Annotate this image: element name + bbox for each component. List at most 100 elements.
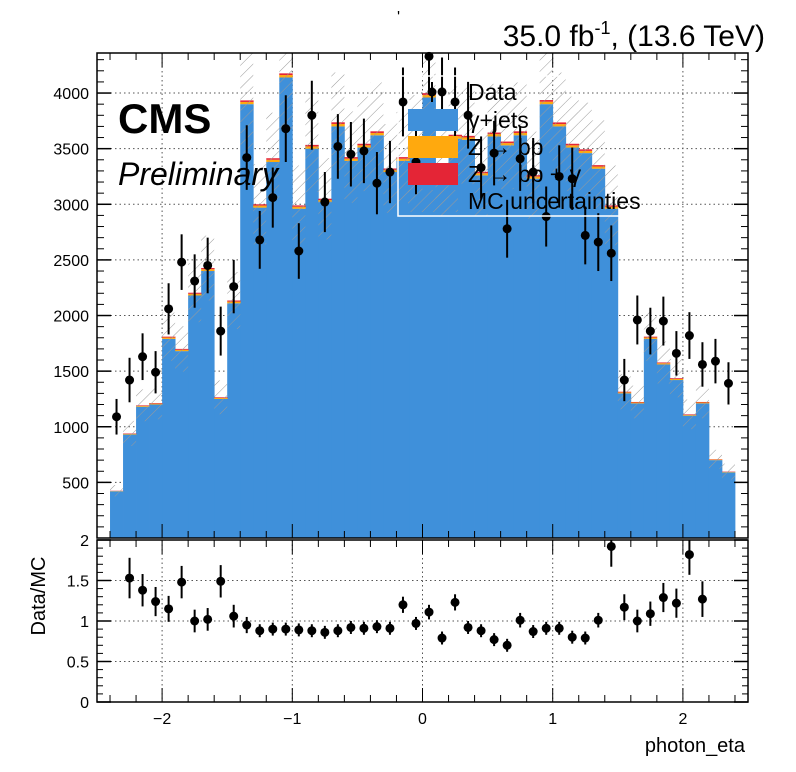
- ratio-point: [411, 618, 421, 628]
- ratio-point: [424, 607, 434, 617]
- data-point: [346, 149, 356, 159]
- ratio-point: [476, 626, 486, 636]
- ratio-point: [307, 626, 317, 636]
- data-point: [385, 167, 395, 177]
- bar-gamma-jets: [149, 404, 163, 538]
- mc-uncertainty-bin: [539, 53, 553, 153]
- mc-uncertainty-bin: [175, 326, 189, 372]
- main-ytick-label: 3000: [53, 197, 89, 214]
- main-ytick-label: 4000: [53, 86, 89, 103]
- mc-uncertainty-bin: [279, 53, 293, 130]
- bar-gamma-jets: [617, 393, 632, 538]
- main-ytick-label: 500: [62, 475, 89, 492]
- bar-gamma-jets: [266, 162, 280, 538]
- data-point: [567, 174, 577, 184]
- data-point: [320, 197, 330, 207]
- bar-gamma-jets: [721, 472, 736, 538]
- bar-gamma-jets: [656, 364, 671, 538]
- main-ytick-label: 1000: [53, 420, 89, 437]
- data-point: [528, 167, 538, 177]
- bar-gamma-jets: [175, 351, 189, 538]
- bar-gamma-jets: [474, 175, 488, 539]
- data-point: [463, 110, 473, 120]
- data-point: [489, 148, 499, 158]
- main-ytick-label: 2500: [53, 253, 89, 270]
- data-point: [632, 315, 642, 325]
- legend-marker: [427, 87, 437, 97]
- data-point: [138, 352, 148, 362]
- mc-uncertainty-bin: [149, 386, 163, 420]
- data-point: [593, 237, 603, 247]
- bar-gamma-jets: [435, 176, 449, 538]
- ratio-point: [645, 609, 655, 619]
- ratio-point: [294, 625, 304, 635]
- ratio-xtick-label: 0: [418, 711, 427, 728]
- legend-swatch: [408, 163, 458, 185]
- mc-uncertainty-bin: [370, 82, 384, 181]
- data-point: [580, 230, 590, 240]
- data-point: [255, 235, 265, 245]
- ratio-point: [554, 623, 564, 633]
- bar-gamma-jets: [318, 202, 332, 538]
- ratio-point: [242, 620, 252, 630]
- ratio-point: [658, 593, 668, 603]
- data-point: [450, 97, 460, 107]
- ratio-xtick-label: −1: [283, 711, 301, 728]
- ratio-point: [216, 576, 226, 586]
- main-ytick-label: 1500: [53, 364, 89, 381]
- mc-uncertainty-bin: [396, 111, 410, 203]
- ratio-point: [450, 597, 460, 607]
- data-point: [307, 110, 317, 120]
- data-point: [723, 378, 733, 388]
- ratio-point: [346, 622, 356, 632]
- data-point: [606, 248, 616, 258]
- data-point: [372, 178, 382, 188]
- bar-gamma-jets: [513, 135, 528, 538]
- bar-gamma-jets: [253, 207, 267, 538]
- data-point: [177, 257, 187, 267]
- data-point: [359, 146, 369, 156]
- legend-label: Data: [468, 79, 517, 105]
- ratio-point: [567, 632, 577, 642]
- ratio-point: [190, 616, 200, 626]
- ratio-xlabel: photon_eta: [645, 735, 746, 757]
- ratio-point: [320, 627, 330, 637]
- ratio-point: [593, 615, 603, 625]
- data-point: [229, 282, 239, 292]
- data-point: [125, 375, 135, 385]
- mc-uncertainty-bin: [630, 385, 644, 419]
- energy-label: , (13.6 TeV): [610, 20, 765, 53]
- data-point: [515, 154, 525, 164]
- bar-gamma-jets: [110, 491, 124, 538]
- cms-label: CMS: [118, 95, 211, 142]
- legend-label: γ+jets: [468, 107, 529, 133]
- ratio-point: [515, 615, 525, 625]
- mc-uncertainty-bin: [136, 389, 150, 422]
- main-ytick-label: 2000: [53, 309, 89, 326]
- bar-gamma-jets: [448, 138, 462, 538]
- bar-gamma-jets: [279, 77, 293, 539]
- ratio-point: [255, 626, 265, 636]
- data-point: [671, 348, 681, 358]
- ratio-point: [528, 627, 538, 637]
- bar-gamma-jets: [370, 135, 384, 538]
- mc-uncertainty-bin: [669, 358, 683, 398]
- ratio-ytick-label: 1.5: [67, 574, 89, 591]
- mc-uncertainty-bin: [591, 120, 605, 210]
- data-point: [333, 141, 343, 151]
- bar-gamma-jets: [123, 434, 137, 538]
- data-point: [216, 326, 226, 336]
- legend-label: MC uncertainties: [468, 188, 641, 214]
- bar-gamma-jets: [604, 208, 619, 538]
- legend-label: Z → bb: [468, 134, 543, 160]
- ratio-ytick-label: 1: [80, 614, 89, 631]
- ratio-point: [203, 614, 213, 624]
- mc-uncertainty-bin: [656, 341, 670, 384]
- legend-label: Z → bb + γ: [468, 161, 582, 187]
- bar-gamma-jets: [526, 178, 541, 539]
- data-point: [424, 51, 434, 61]
- ratio-point: [619, 602, 629, 612]
- ratio-ytick-label: 0.5: [67, 655, 89, 672]
- ratio-points: [125, 540, 707, 652]
- bar-gamma-jets: [708, 460, 723, 538]
